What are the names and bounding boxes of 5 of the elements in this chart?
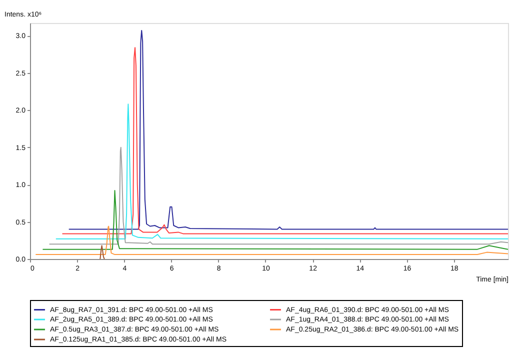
line-series <box>35 226 508 256</box>
line-series <box>42 190 508 250</box>
line-series <box>48 146 508 245</box>
line-series <box>100 245 105 260</box>
line-series <box>55 104 508 240</box>
